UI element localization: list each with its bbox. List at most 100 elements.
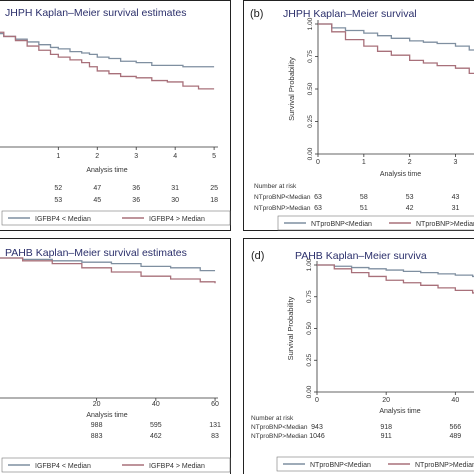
survival-curve-2 xyxy=(0,257,216,284)
risk-count: 31 xyxy=(171,185,179,192)
risk-count: 943 xyxy=(311,424,323,431)
legend-entry: NTproBNP<Median xyxy=(311,221,372,228)
risk-table-header: Number at risk xyxy=(251,415,294,422)
y-tick-label: 1.00 xyxy=(307,17,314,30)
legend-entry: IGFBP4 < Median xyxy=(35,216,91,223)
risk-count: 53 xyxy=(406,194,414,201)
risk-count: 58 xyxy=(360,194,368,201)
panel-frame xyxy=(243,238,474,474)
x-tick-label: 20 xyxy=(382,397,390,404)
y-tick-label: 1.00 xyxy=(306,258,313,271)
risk-count: 566 xyxy=(449,424,461,431)
legend-entry: IGFBP4 > Median xyxy=(149,216,205,223)
chart-title: JHPH Kaplan–Meier survival xyxy=(283,8,417,20)
panel-frame xyxy=(0,0,231,231)
panel-3: PAHB Kaplan–Meier survival estimates 20 40… xyxy=(0,238,231,474)
y-tick-label: 0.00 xyxy=(306,385,313,398)
chart-title: PAHB Kaplan–Meier surviva xyxy=(295,250,427,262)
x-tick-label: 4 xyxy=(173,153,177,160)
risk-count: 918 xyxy=(380,424,392,431)
x-tick-label: 3 xyxy=(134,153,138,160)
risk-count: 42 xyxy=(406,205,414,212)
risk-count: 883 xyxy=(91,433,103,440)
risk-count: 51 xyxy=(360,205,368,212)
risk-count: 988 xyxy=(91,422,103,429)
y-tick-label: 0.75 xyxy=(306,290,313,303)
risk-count: 36 xyxy=(132,185,140,192)
y-tick-label: 0.00 xyxy=(307,147,314,160)
panel-frame xyxy=(243,0,474,231)
risk-count: 36 xyxy=(132,197,140,204)
x-tick-label: 2 xyxy=(408,159,412,166)
survival-curve-1 xyxy=(0,257,216,272)
risk-count: 45 xyxy=(93,197,101,204)
legend-entry: NTproBNP<Median xyxy=(310,462,371,469)
risk-count: 31 xyxy=(452,205,460,212)
risk-count: 25 xyxy=(210,185,218,192)
x-tick-label: 5 xyxy=(212,153,216,160)
risk-row-label: NTproBNP<Median xyxy=(254,194,311,201)
risk-count: 43 xyxy=(452,194,460,201)
risk-row-label: NTproBNP<Median xyxy=(251,424,308,431)
risk-count: 462 xyxy=(150,433,162,440)
y-tick-label: 0.75 xyxy=(307,50,314,63)
x-tick-label: 40 xyxy=(451,397,459,404)
legend-box xyxy=(1,210,231,226)
risk-count: 53 xyxy=(54,197,62,204)
x-tick-label: 1 xyxy=(362,159,366,166)
risk-row-label: NTproBNP>Median xyxy=(251,433,308,440)
x-tick-label: 20 xyxy=(93,401,101,408)
x-tick-label: 2 xyxy=(95,153,99,160)
risk-count: 131 xyxy=(209,422,221,429)
panel-1: JHPH Kaplan–Meier survival estimates 1 2 3 4… xyxy=(0,0,231,231)
y-axis-label: Survival Probability xyxy=(286,296,295,360)
panel-frame xyxy=(0,238,231,474)
chart-title: JHPH Kaplan–Meier survival estimates xyxy=(5,7,186,19)
survival-curve-1 xyxy=(318,23,474,51)
x-tick-label: 1 xyxy=(56,153,60,160)
legend-entry: IGFBP4 > Median xyxy=(149,463,205,470)
risk-count: 52 xyxy=(54,185,62,192)
x-axis-label: Analysis time xyxy=(86,167,127,174)
risk-count: 63 xyxy=(314,205,322,212)
risk-count: 1046 xyxy=(309,433,325,440)
legend-entry: NTproBNP>Median xyxy=(415,462,474,469)
chart-title: PAHB Kaplan–Meier survival estimates xyxy=(5,247,187,259)
legend-box xyxy=(276,456,474,472)
risk-table-header: Number at risk xyxy=(254,183,297,190)
risk-count: 595 xyxy=(150,422,162,429)
survival-curve-2 xyxy=(0,31,215,90)
y-axis-label: Survival Probability xyxy=(287,57,296,121)
x-tick-label: 40 xyxy=(152,401,160,408)
x-axis-label: Analysis time xyxy=(86,412,127,419)
x-axis-label: Analysis time xyxy=(379,408,420,415)
x-tick-label: 60 xyxy=(211,401,219,408)
risk-count: 30 xyxy=(171,197,179,204)
x-tick-label: 0 xyxy=(316,159,320,166)
panel-2: (b) JHPH Kaplan–Meier survival 0.00 0.25 0.5… xyxy=(243,0,474,231)
legend-box xyxy=(277,215,474,231)
legend-box xyxy=(1,457,231,473)
risk-count: 47 xyxy=(93,185,101,192)
risk-count: 489 xyxy=(449,433,461,440)
panel-4: (d) PAHB Kaplan–Meier surviva 0.00 0.25 0.50… xyxy=(243,238,474,474)
survival-curve-1 xyxy=(317,264,474,278)
risk-row-label: NTproBNP>Median xyxy=(254,205,311,212)
panel-label: (b) xyxy=(250,8,263,20)
x-axis-label: Analysis time xyxy=(380,171,421,178)
risk-count: 83 xyxy=(211,433,219,440)
survival-curve-2 xyxy=(317,264,474,294)
legend-entry: IGFBP4 < Median xyxy=(35,463,91,470)
x-tick-label: 3 xyxy=(454,159,458,166)
risk-count: 63 xyxy=(314,194,322,201)
panel-label: (d) xyxy=(251,250,264,262)
y-tick-label: 0.50 xyxy=(306,322,313,335)
survival-curve-2 xyxy=(318,23,474,75)
risk-count: 911 xyxy=(381,433,392,440)
y-tick-label: 0.50 xyxy=(307,82,314,95)
y-tick-label: 0.25 xyxy=(307,115,314,128)
risk-count: 18 xyxy=(210,197,218,204)
x-tick-label: 0 xyxy=(315,397,319,404)
y-tick-label: 0.25 xyxy=(306,354,313,367)
